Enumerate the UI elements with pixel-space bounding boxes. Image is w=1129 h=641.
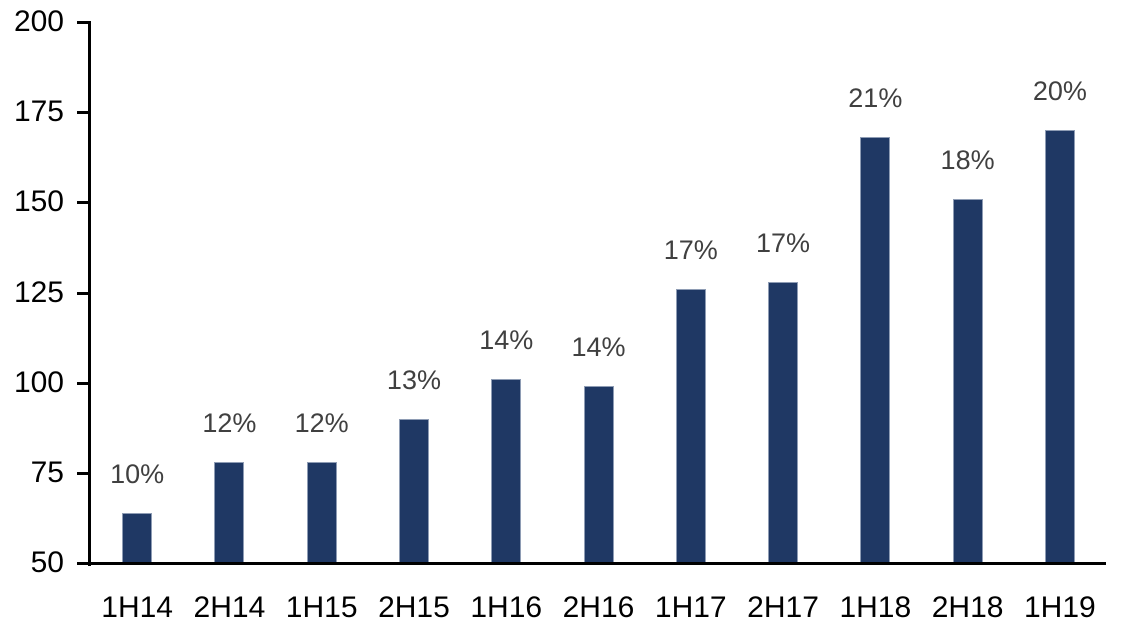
- x-axis-category-label: 2H16: [562, 591, 635, 624]
- y-axis-tick: [77, 111, 88, 115]
- y-axis-tick-label: 175: [13, 95, 64, 129]
- bar-value-label: 14%: [479, 325, 534, 356]
- bar: [398, 418, 429, 563]
- x-axis-category-label: 2H14: [193, 591, 266, 624]
- x-axis-line: [77, 562, 1106, 565]
- bar: [122, 512, 153, 563]
- bar: [768, 281, 799, 563]
- y-axis-tick-label: 100: [13, 365, 64, 399]
- bar-value-label: 12%: [294, 408, 349, 438]
- bar: [491, 379, 522, 563]
- y-axis-tick-label: 75: [30, 455, 64, 489]
- y-axis-tick: [77, 291, 88, 295]
- x-axis-category-label: 1H18: [839, 591, 912, 624]
- bar: [675, 288, 706, 563]
- x-axis-category-label: 1H17: [654, 591, 727, 624]
- x-axis-category-label: 2H18: [931, 591, 1004, 624]
- bar-value-label: 20%: [1032, 76, 1087, 107]
- bar-value-label: 10%: [110, 458, 165, 489]
- y-axis-line: [88, 21, 91, 566]
- x-axis-category-label: 2H15: [378, 591, 450, 624]
- bar: [1044, 130, 1075, 563]
- x-axis-category-label: 1H14: [101, 591, 173, 624]
- x-axis-category-label: 1H15: [285, 591, 358, 624]
- x-axis-category-label: 1H16: [470, 591, 543, 624]
- bar: [860, 137, 891, 563]
- bar-value-label: 18%: [940, 144, 995, 175]
- y-axis-tick: [77, 381, 88, 385]
- y-axis-tick: [77, 201, 88, 205]
- y-axis-tick-label: 150: [13, 185, 64, 219]
- bar: [214, 462, 245, 563]
- bar-value-label: 14%: [571, 332, 626, 363]
- y-axis-tick: [77, 21, 88, 24]
- bar-value-label: 12%: [202, 408, 257, 438]
- bar-value-label: 17%: [663, 234, 718, 265]
- y-axis-tick-label: 200: [13, 5, 64, 38]
- bar: [952, 198, 983, 563]
- y-axis-tick-label: 125: [13, 275, 64, 309]
- x-axis-category-label: 2H17: [747, 591, 819, 624]
- y-axis-tick-label: 50: [30, 546, 64, 579]
- bar-value-label: 13%: [386, 364, 441, 395]
- x-axis-category-label: 1H19: [1023, 591, 1096, 624]
- bar-value-label: 17%: [756, 227, 811, 258]
- bar: [583, 386, 614, 563]
- bar-value-label: 21%: [848, 83, 903, 114]
- bar: [306, 462, 337, 563]
- y-axis-tick: [77, 471, 88, 475]
